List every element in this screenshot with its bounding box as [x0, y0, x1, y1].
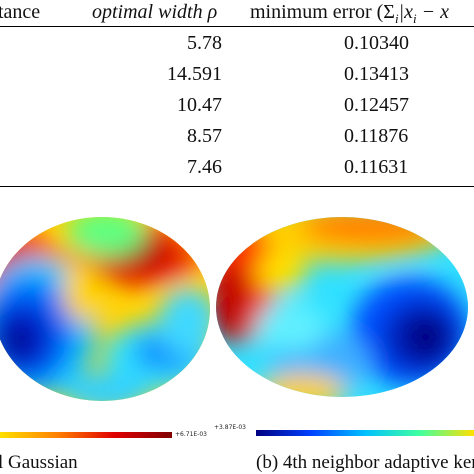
header-error-sub: i: [394, 11, 399, 26]
row-5-width: 7.46: [187, 156, 222, 178]
header-distance: tance: [0, 1, 41, 23]
row-5-error: 0.11631: [344, 156, 409, 178]
row-1-width: 5.78: [187, 32, 222, 54]
right-sky-map: [216, 217, 468, 397]
left-caption: l Gaussian: [0, 452, 78, 473]
header-width-text: optimal width ρ: [92, 1, 218, 23]
header-optimal-width: optimal width ρ: [92, 0, 217, 24]
header-error-tail: − x: [416, 1, 449, 23]
row-3-width: 10.47: [177, 94, 222, 116]
right-colorbar: [256, 430, 474, 436]
row-4-error: 0.11876: [344, 125, 409, 147]
left-colorbar-max-label: +6.71E-03: [175, 431, 207, 438]
header-error-suffix: |x: [398, 1, 413, 23]
row-2-error: 0.13413: [344, 63, 409, 85]
row-2-width: 14.591: [167, 63, 222, 85]
results-table: tance optimal width ρ minimum error (Σi|…: [0, 0, 474, 192]
table-bottom-rule: [0, 186, 474, 187]
row-4-width: 8.57: [187, 125, 222, 147]
header-error-sub2: i: [412, 11, 417, 26]
left-sky-map: [0, 217, 210, 401]
header-minimum-error: minimum error (Σi|xi − x: [250, 0, 449, 31]
left-colorbar: [0, 432, 172, 438]
right-colorbar-min-label: +3.87E-03: [214, 424, 246, 431]
right-caption: (b) 4th neighbor adaptive kerr: [256, 452, 474, 473]
row-1-error: 0.10340: [344, 32, 409, 54]
row-3-error: 0.12457: [344, 94, 409, 116]
header-error-prefix: minimum error (Σ: [250, 1, 395, 23]
table-header-rule: [0, 26, 474, 27]
